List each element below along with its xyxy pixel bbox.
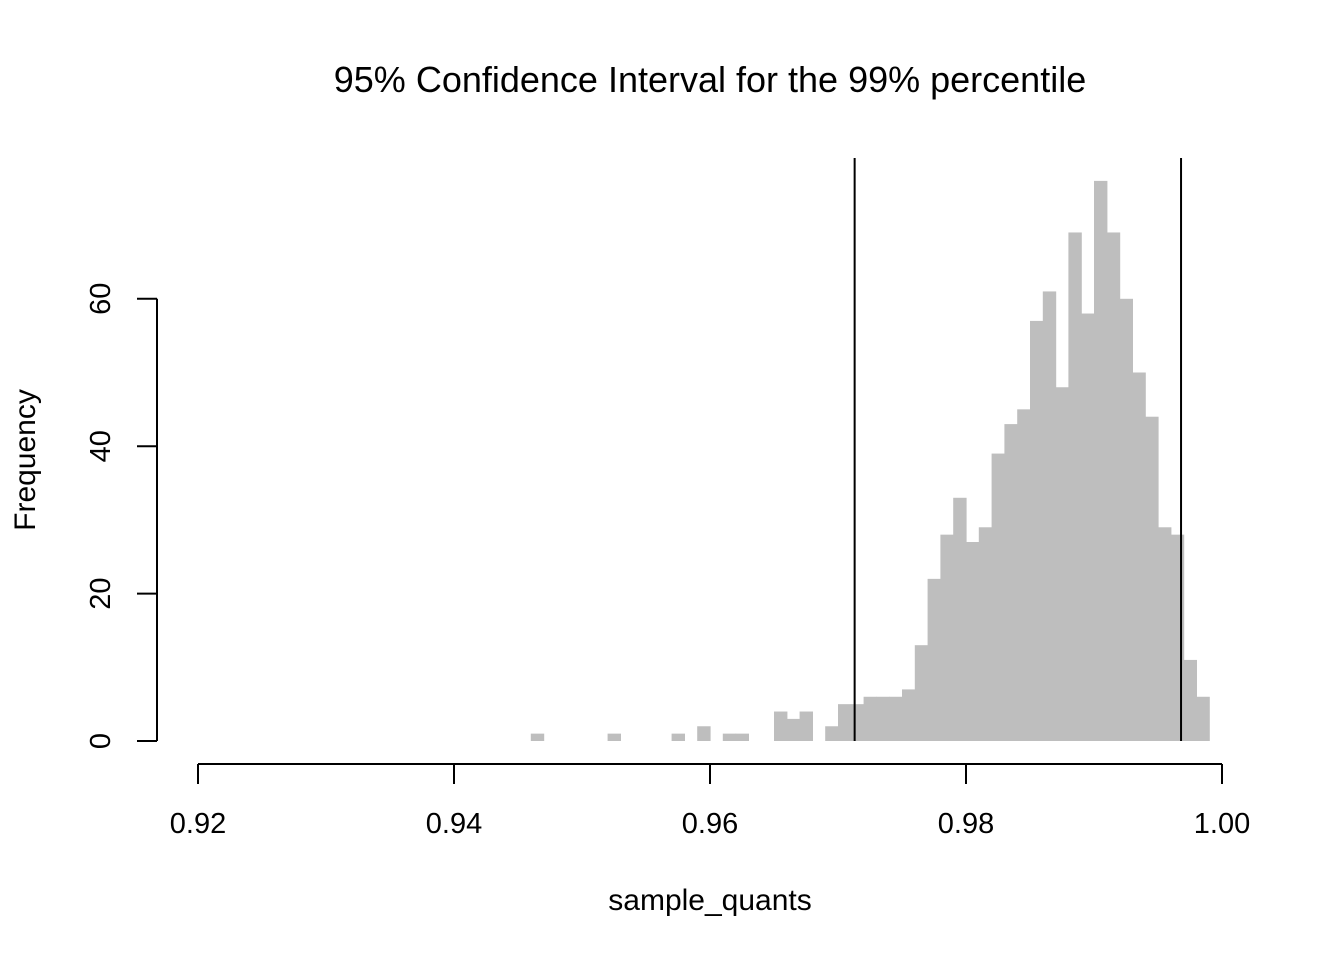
- histogram-bar: [1183, 659, 1197, 741]
- histogram-bar: [1196, 696, 1210, 741]
- x-axis-label: sample_quants: [608, 884, 811, 917]
- confidence-interval-lines: [853, 158, 1183, 741]
- histogram-bar: [1158, 527, 1172, 741]
- histogram-bar: [914, 645, 929, 741]
- histogram-bar: [966, 542, 980, 741]
- histogram-bar: [978, 527, 993, 741]
- chart-title: 95% Confidence Interval for the 99% perc…: [334, 59, 1086, 100]
- x-tick-label: 0.94: [426, 808, 482, 840]
- histogram-bar: [927, 578, 941, 741]
- histogram-bar: [735, 733, 749, 741]
- histogram-bar: [1145, 416, 1159, 741]
- histogram-bar: [1170, 534, 1185, 741]
- histogram-bar: [902, 689, 916, 741]
- histogram-bar: [838, 704, 852, 741]
- y-tick-label: 60: [85, 283, 117, 315]
- histogram-bar: [940, 534, 954, 741]
- histogram-bar: [1030, 320, 1044, 741]
- y-tick-label: 40: [85, 430, 117, 462]
- y-tick-label: 0: [85, 733, 117, 749]
- histogram-bar: [697, 726, 711, 741]
- histogram-bar: [825, 726, 839, 741]
- histogram-bar: [1068, 232, 1082, 741]
- histogram-bar: [799, 711, 813, 741]
- histogram-bar: [1055, 387, 1069, 741]
- histogram-bar: [1017, 409, 1031, 741]
- histogram-bar: [850, 704, 865, 741]
- histogram-bar: [1106, 232, 1121, 741]
- histogram-bar: [722, 733, 737, 741]
- y-tick-label: 20: [85, 577, 117, 609]
- histogram-bar: [863, 696, 877, 741]
- y-axis: 0 20 40 60: [85, 283, 158, 749]
- x-tick-label: 0.98: [938, 808, 994, 840]
- histogram-bar: [953, 497, 967, 741]
- histogram-bars: [530, 180, 1210, 741]
- histogram-bar: [786, 718, 801, 741]
- histogram-bar: [774, 711, 788, 741]
- x-tick-label: 1.00: [1194, 808, 1250, 840]
- histogram-bar: [1094, 180, 1108, 741]
- histogram-bar: [607, 733, 621, 741]
- histogram-bar: [889, 696, 903, 741]
- y-axis-label: Frequency: [9, 389, 42, 531]
- histogram-bar: [1119, 298, 1133, 741]
- histogram-bar: [530, 733, 545, 741]
- histogram-bar: [1081, 313, 1095, 741]
- histogram-bar: [876, 696, 890, 741]
- histogram-bar: [1132, 372, 1146, 741]
- histogram-bar: [1042, 291, 1057, 741]
- histogram-bar: [1004, 424, 1018, 741]
- x-tick-label: 0.96: [682, 808, 738, 840]
- histogram-bar: [991, 453, 1005, 741]
- x-tick-label: 0.92: [170, 808, 226, 840]
- histogram-bar: [671, 733, 685, 741]
- x-axis: 0.92 0.94 0.96 0.98 1.00: [170, 763, 1250, 840]
